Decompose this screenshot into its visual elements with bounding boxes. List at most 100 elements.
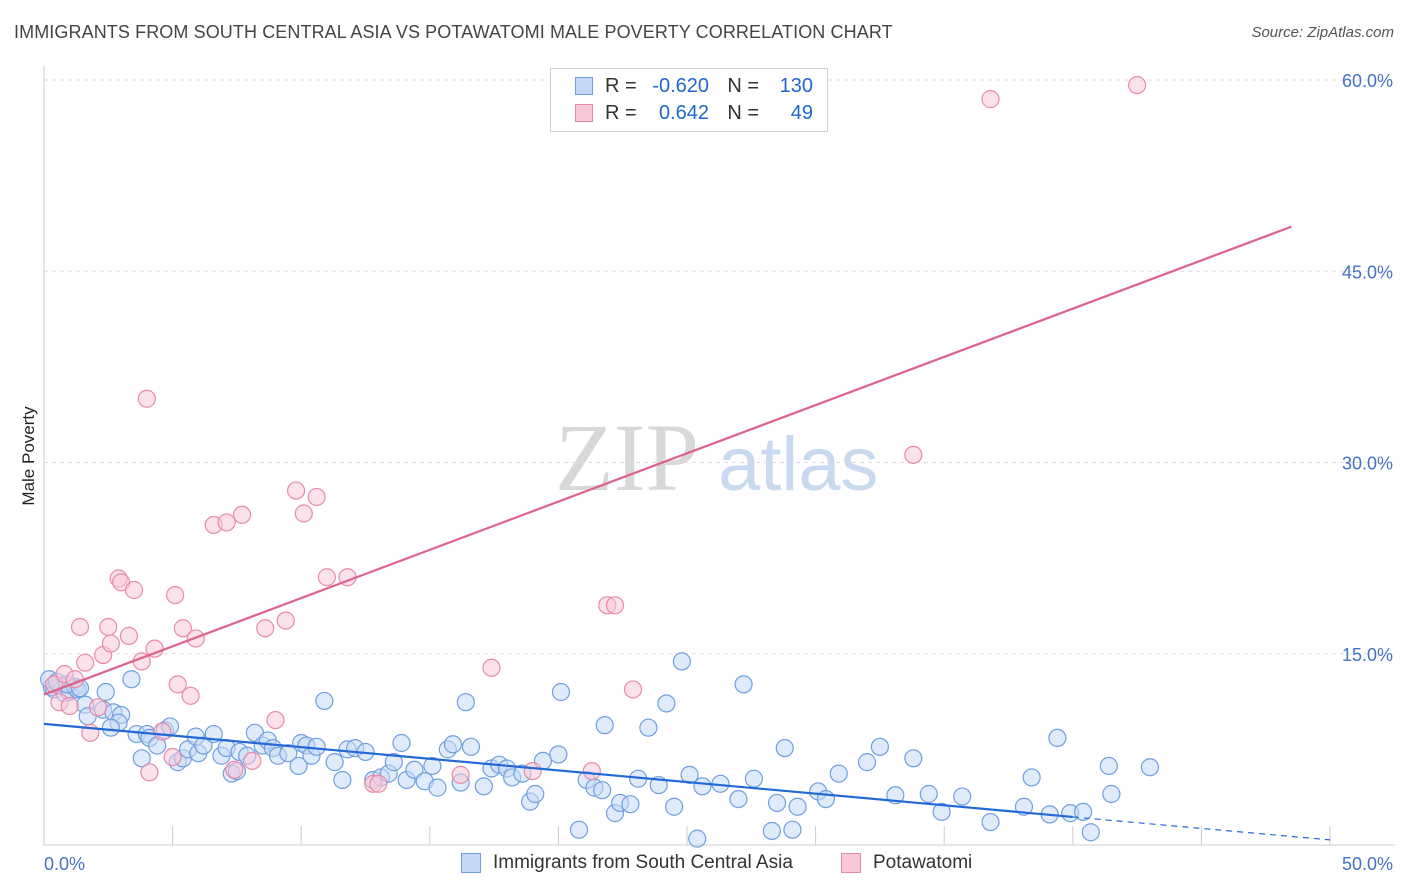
n-label: N = xyxy=(727,101,759,124)
axes xyxy=(43,66,1395,846)
data-point xyxy=(279,744,298,763)
y-tick-label: 60.0% xyxy=(1342,71,1393,91)
y-tick-label: 45.0% xyxy=(1342,262,1393,282)
data-point xyxy=(333,770,352,790)
data-point xyxy=(294,504,313,523)
chart-title: IMMIGRANTS FROM SOUTH CENTRAL ASIA VS PO… xyxy=(14,22,893,42)
data-point xyxy=(101,718,120,737)
data-point xyxy=(981,90,1000,109)
data-point xyxy=(549,745,568,764)
data-point xyxy=(870,737,890,756)
data-point xyxy=(286,481,306,500)
data-point xyxy=(76,653,95,672)
data-point xyxy=(953,787,972,806)
data-point xyxy=(474,777,493,796)
legend-label: Immigrants from South Central Asia xyxy=(493,852,793,873)
data-point xyxy=(96,682,115,702)
data-point xyxy=(783,820,802,839)
data-point xyxy=(593,781,612,800)
r-label: R = xyxy=(605,74,637,97)
source-credit: Source: ZipAtlas.com xyxy=(1251,24,1394,41)
data-point xyxy=(307,487,326,507)
data-point xyxy=(173,619,192,638)
legend-row-potawatomi: R = 0.642 N = 49 xyxy=(575,100,813,126)
data-point xyxy=(60,696,79,716)
legend-row-immigrants: R = -0.620 N = 130 xyxy=(575,73,813,99)
x-tick-label: 50.0% xyxy=(1342,854,1393,874)
legend-swatch-blue xyxy=(461,853,481,873)
data-point xyxy=(307,737,326,756)
data-point xyxy=(70,617,90,637)
data-point xyxy=(688,829,707,848)
series-potawatomi xyxy=(45,75,1147,793)
data-point xyxy=(1048,728,1067,748)
data-point xyxy=(904,445,923,464)
data-point xyxy=(919,784,938,804)
data-point xyxy=(461,737,481,756)
data-point xyxy=(1081,823,1100,842)
data-point xyxy=(168,675,187,694)
data-point xyxy=(605,596,625,615)
data-point xyxy=(451,765,470,784)
data-point xyxy=(289,756,308,776)
data-point xyxy=(256,619,275,638)
data-point xyxy=(145,639,164,658)
r-value: 0.642 xyxy=(658,101,709,124)
data-point xyxy=(428,778,447,797)
legend-item-potawatomi: Potawatomi xyxy=(841,852,972,874)
data-point xyxy=(734,675,753,694)
data-point xyxy=(762,821,781,841)
data-point xyxy=(981,812,1000,832)
data-point xyxy=(88,698,108,717)
trend-lines xyxy=(43,225,1331,841)
data-point xyxy=(932,802,951,821)
data-point xyxy=(623,680,643,699)
data-point xyxy=(788,797,807,816)
data-point xyxy=(595,716,614,735)
y-tick-labels: 15.0% 30.0% 45.0% 60.0% xyxy=(1342,71,1393,665)
data-point xyxy=(582,761,601,781)
data-point xyxy=(166,585,185,605)
data-point xyxy=(904,749,923,768)
data-point xyxy=(672,652,691,671)
data-point xyxy=(405,760,424,779)
data-point xyxy=(423,756,442,776)
data-point xyxy=(829,764,848,783)
watermark-atlas: atlas xyxy=(718,422,879,507)
data-point xyxy=(767,793,787,813)
data-point xyxy=(124,580,144,600)
data-point xyxy=(526,784,545,804)
series-immigrants xyxy=(40,652,1160,848)
data-point xyxy=(729,789,748,809)
data-point xyxy=(392,733,411,753)
data-point xyxy=(657,694,676,713)
data-point xyxy=(315,691,334,711)
data-point xyxy=(325,753,344,772)
data-point xyxy=(276,611,295,630)
data-point xyxy=(639,718,658,737)
data-point xyxy=(665,797,684,816)
data-point xyxy=(744,769,763,788)
x-tick-label: 0.0% xyxy=(44,854,85,874)
legend-swatch-blue xyxy=(575,77,593,95)
r-value: -0.620 xyxy=(652,74,709,97)
data-point xyxy=(232,505,252,524)
y-tick-label: 30.0% xyxy=(1342,454,1393,474)
legend-label: Potawatomi xyxy=(873,852,973,873)
data-point xyxy=(194,736,213,755)
data-point xyxy=(569,820,589,839)
x-tick-labels: 0.0% 50.0% xyxy=(44,854,1393,874)
data-point xyxy=(243,751,262,770)
data-point xyxy=(1014,797,1034,816)
data-point xyxy=(693,777,712,796)
stats-legend: R = -0.620 N = 130 R = 0.642 N = 49 xyxy=(550,68,828,132)
n-value: 130 xyxy=(779,74,813,97)
data-point xyxy=(456,693,475,712)
data-points xyxy=(40,75,1160,848)
data-point xyxy=(137,389,156,408)
data-point xyxy=(181,686,200,705)
data-point xyxy=(857,753,877,772)
data-point xyxy=(1099,756,1118,776)
n-label: N = xyxy=(727,74,759,97)
